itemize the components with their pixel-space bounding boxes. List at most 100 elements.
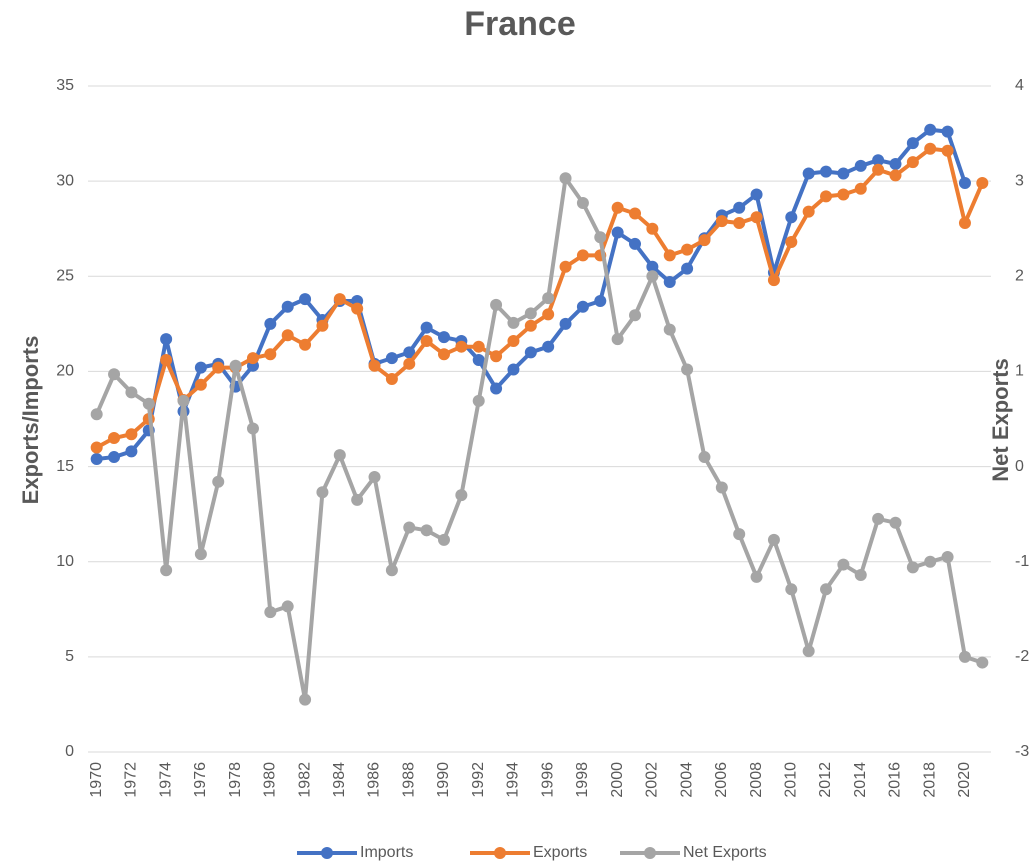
- x-tick-label: 1976: [192, 762, 209, 798]
- data-point: [663, 275, 676, 288]
- data-point: [733, 201, 746, 214]
- data-point: [611, 333, 624, 346]
- data-point: [420, 334, 433, 347]
- data-point: [455, 489, 468, 502]
- legend-marker: [644, 847, 656, 859]
- x-tick-label: 2014: [852, 762, 869, 798]
- y2-tick-label: 1: [1015, 363, 1024, 380]
- data-point: [160, 354, 173, 367]
- x-tick-label: 1982: [296, 762, 313, 798]
- data-point: [524, 319, 537, 332]
- y2-tick-label: -1: [1015, 553, 1029, 570]
- data-point: [125, 428, 138, 441]
- y-tick-label: 35: [56, 77, 74, 94]
- data-point: [646, 260, 659, 273]
- x-tick-label: 1992: [470, 762, 487, 798]
- data-point: [403, 521, 416, 534]
- data-point: [785, 211, 798, 224]
- data-point: [594, 295, 607, 308]
- data-point: [90, 441, 103, 454]
- data-point: [490, 350, 503, 363]
- x-tick-label: 1978: [227, 762, 244, 798]
- data-point: [385, 352, 398, 365]
- data-point: [611, 226, 624, 239]
- data-point: [629, 237, 642, 250]
- data-point: [802, 645, 815, 658]
- data-point: [333, 293, 346, 306]
- x-tick-label: 1970: [88, 762, 105, 798]
- data-point: [403, 357, 416, 370]
- data-point: [160, 564, 173, 577]
- data-point: [368, 471, 381, 484]
- data-point: [750, 570, 763, 583]
- data-point: [472, 394, 485, 407]
- legend-label: Imports: [360, 844, 413, 861]
- data-point: [889, 158, 902, 171]
- data-point: [125, 445, 138, 458]
- data-point: [542, 308, 555, 321]
- data-point: [125, 386, 138, 399]
- x-tick-label: 2006: [713, 762, 730, 798]
- y-axis-title: Exports/Imports: [18, 336, 43, 505]
- data-point: [194, 548, 207, 561]
- series-line: [94, 176, 983, 702]
- y-tick-label: 30: [56, 172, 74, 189]
- x-tick-label: 2020: [956, 762, 973, 798]
- chart-title: France: [464, 5, 576, 43]
- data-point: [385, 564, 398, 577]
- data-point: [246, 422, 259, 435]
- data-point: [837, 188, 850, 201]
- data-point: [663, 249, 676, 262]
- data-point: [455, 340, 468, 353]
- data-point: [767, 274, 780, 287]
- x-tick-label: 1974: [157, 762, 174, 798]
- data-point: [941, 125, 954, 138]
- data-point: [212, 361, 225, 374]
- data-point: [385, 373, 398, 386]
- data-point: [368, 359, 381, 372]
- data-point: [820, 165, 833, 178]
- data-point: [646, 222, 659, 235]
- x-tick-label: 1984: [331, 762, 348, 798]
- data-point: [90, 408, 103, 421]
- data-point: [299, 338, 312, 351]
- legend-marker: [321, 847, 333, 859]
- data-point: [472, 340, 485, 353]
- x-tick-label: 1988: [400, 762, 417, 798]
- data-point: [733, 217, 746, 230]
- data-point: [802, 167, 815, 180]
- data-point: [246, 352, 259, 365]
- data-point: [160, 333, 173, 346]
- data-point: [542, 340, 555, 353]
- data-point: [681, 243, 694, 256]
- data-point: [698, 451, 711, 464]
- data-point: [316, 319, 329, 332]
- legend-marker: [494, 847, 506, 859]
- data-point: [437, 331, 450, 344]
- series-line: [96, 127, 967, 461]
- data-point: [837, 558, 850, 571]
- data-point: [611, 201, 624, 214]
- x-tick-label: 1998: [574, 762, 591, 798]
- data-point: [351, 302, 364, 315]
- data-point: [767, 533, 780, 546]
- x-tick-label: 1980: [262, 762, 279, 798]
- data-point: [524, 346, 537, 359]
- y2-tick-label: -2: [1015, 648, 1029, 665]
- data-point: [976, 656, 989, 669]
- data-point: [108, 451, 121, 464]
- data-point: [924, 142, 937, 155]
- x-tick-label: 2016: [887, 762, 904, 798]
- y-tick-label: 10: [56, 553, 74, 570]
- data-point: [264, 348, 277, 361]
- data-point: [194, 378, 207, 391]
- data-point: [663, 323, 676, 336]
- data-point: [785, 583, 798, 596]
- legend-label: Exports: [533, 844, 587, 861]
- x-tick-label: 1994: [505, 762, 522, 798]
- data-point: [872, 154, 885, 167]
- data-point: [629, 309, 642, 322]
- data-point: [802, 205, 815, 218]
- data-point: [594, 231, 607, 244]
- data-point: [976, 177, 989, 190]
